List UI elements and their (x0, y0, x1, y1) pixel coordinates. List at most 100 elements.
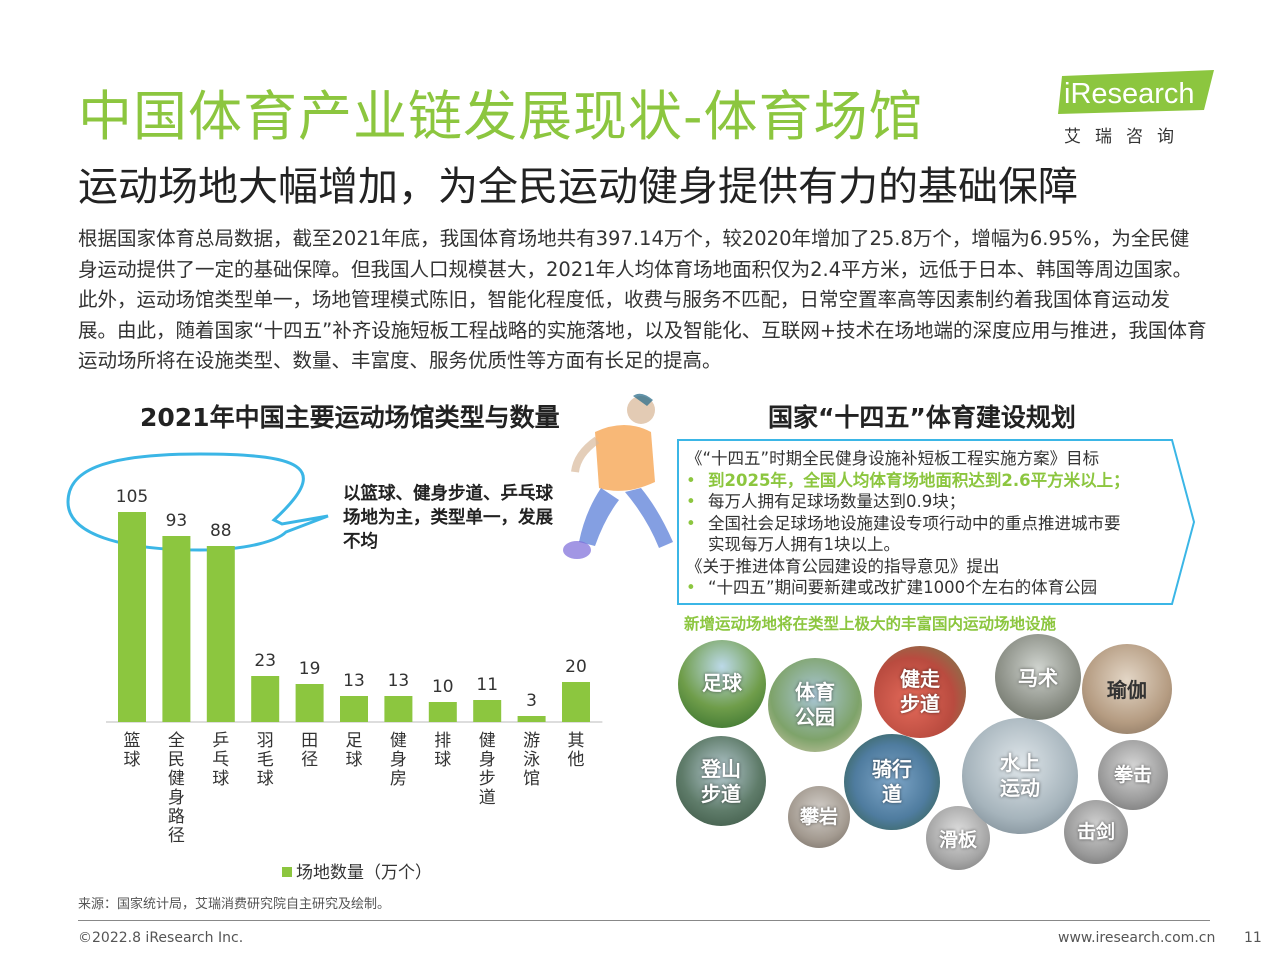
facility-label: 登山步道 (701, 757, 741, 806)
plan-line-text: 到2025年，全国人均体育场地面积达到2.6平方米以上； (708, 470, 1130, 490)
facility-label: 马术 (1018, 666, 1058, 690)
bar (118, 512, 146, 722)
facility-circle-water-sports: 水上运动 (962, 718, 1078, 834)
category-label: 乒 (212, 731, 229, 751)
facility-circle-walking-trail: 健走步道 (874, 646, 966, 738)
category-label: 球 (124, 750, 141, 770)
page-subtitle: 运动场地大幅增加，为全民运动健身提供有力的基础保障 (78, 164, 1078, 210)
bar-value-label: 13 (388, 671, 410, 691)
website-link[interactable]: www.iresearch.com.cn (1058, 930, 1216, 946)
category-label: 毛 (257, 750, 274, 770)
category-label: 道 (479, 788, 496, 808)
bar-value-label: 23 (254, 651, 276, 671)
category-label: 身 (479, 750, 496, 770)
bar (517, 716, 546, 722)
category-label: 步 (479, 769, 496, 789)
category-label: 球 (346, 750, 363, 770)
bullet-icon: • (686, 492, 696, 511)
facility-circle-hiking-trail: 登山步道 (676, 736, 766, 826)
footer-divider (78, 920, 1210, 921)
plan-line: 《关于推进体育公园建设的指导意见》提出 (686, 556, 1176, 578)
facility-circle-equestrian: 马术 (995, 634, 1081, 720)
category-label: 馆 (523, 769, 540, 789)
facility-label: 瑜伽 (1107, 678, 1147, 702)
category-label: 其 (568, 731, 585, 751)
plan-line: • 全国社会足球场地设施建设专项行动中的重点推进城市要 (686, 513, 1176, 535)
facility-circle-yoga: 瑜伽 (1082, 644, 1172, 734)
category-label: 民 (168, 750, 185, 770)
plan-text: 《“十四五”时期全民健身设施补短板工程实施方案》目标 • 到2025年，全国人均体育… (686, 448, 1176, 599)
bar-value-label: 10 (432, 677, 454, 697)
bar (384, 696, 413, 722)
runner-illustration-icon (563, 393, 673, 559)
facility-label: 足球 (702, 671, 742, 695)
category-label: 健 (390, 731, 407, 751)
category-label: 篮 (124, 731, 141, 751)
bar-value-label: 88 (210, 521, 232, 541)
bar-value-label: 13 (343, 671, 365, 691)
bar (473, 700, 502, 722)
category-label: 径 (168, 826, 185, 846)
source-note: 来源：国家统计局，艾瑞消费研究院自主研究及绘制。 (78, 897, 391, 912)
plan-line: 《“十四五”时期全民健身设施补短板工程实施方案》目标 (686, 448, 1176, 470)
category-label: 他 (568, 750, 585, 770)
callout-bubble (66, 452, 329, 552)
logo-subtitle: 艾瑞咨询 (1064, 127, 1188, 147)
bar (162, 536, 191, 722)
facility-label: 骑行道 (872, 757, 912, 806)
chart-title: 2021年中国主要运动场馆类型与数量 (140, 403, 560, 432)
category-label: 健 (479, 731, 496, 751)
bar (251, 676, 280, 722)
bullet-icon: • (686, 513, 696, 533)
category-label: 全 (168, 731, 185, 751)
callout-text: 以篮球、健身步道、乒乓球场地为主，类型单一，发展不均 (343, 484, 553, 552)
logo-badge-icon (1058, 70, 1214, 114)
bar (562, 682, 590, 722)
plan-line-text: 全国社会足球场地设施建设专项行动中的重点推进城市要 (708, 513, 1121, 533)
plan-line: • “十四五”期间要新建或改扩建1000个左右的体育公园 (686, 577, 1176, 599)
page-title: 中国体育产业链发展现状-体育场馆 (78, 85, 924, 148)
category-label: 游 (523, 731, 540, 751)
plan-line-text: 《关于推进体育公园建设的指导意见》提出 (686, 556, 1000, 576)
plan-line: 实现每万人拥有1块以上。 (686, 534, 1176, 556)
category-label: 乓 (212, 750, 229, 770)
category-label: 球 (257, 769, 274, 789)
bar-value-label: 105 (116, 487, 148, 507)
facility-label: 攀岩 (799, 806, 838, 828)
plan-line-text: 实现每万人拥有1块以上。 (708, 535, 900, 554)
category-label: 房 (390, 769, 407, 789)
facility-label: 健走步道 (900, 667, 940, 716)
facility-label: 水上运动 (1000, 751, 1040, 800)
page-number: 11 (1244, 930, 1262, 946)
bar (428, 702, 457, 722)
category-label: 羽 (257, 731, 274, 751)
category-label: 路 (168, 807, 185, 827)
facility-circle-climbing: 攀岩 (788, 786, 850, 848)
category-label: 排 (434, 731, 451, 751)
facility-label: 拳击 (1113, 764, 1152, 786)
bullet-icon: • (686, 578, 696, 597)
intro-paragraph: 根据国家体育总局数据，截至2021年底，我国体育场地共有397.14万个，较20… (78, 227, 1207, 372)
facility-label: 击剑 (1076, 821, 1115, 843)
bar-value-label: 3 (526, 691, 537, 711)
category-label: 足 (346, 731, 363, 751)
copyright: ©2022.8 iResearch Inc. (78, 930, 244, 946)
bar-value-label: 20 (565, 657, 587, 677)
logo-wordmark: iResearch (1064, 78, 1195, 110)
category-label: 球 (434, 750, 451, 770)
bar-value-label: 11 (476, 675, 498, 695)
plan-line: • 每万人拥有足球场数量达到0.9块； (686, 491, 1176, 513)
category-label: 径 (301, 750, 318, 770)
category-label: 身 (168, 788, 185, 808)
facility-circle-cycling-path: 骑行道 (844, 734, 940, 830)
bar (295, 684, 324, 722)
bar (206, 546, 235, 722)
bullet-icon: • (686, 470, 696, 490)
legend-swatch (282, 867, 292, 877)
legend-label: 场地数量（万个） (296, 863, 432, 883)
bar-chart: 105篮球93全民健身路径88乒乓球23羽毛球19田径13足球13健身房10排球… (66, 452, 603, 846)
facility-note: 新增运动场地将在类型上极大的丰富国内运动场地设施 (684, 615, 1057, 633)
category-label: 球 (212, 769, 229, 789)
plan-line: • 到2025年，全国人均体育场地面积达到2.6平方米以上； (686, 470, 1176, 492)
bar-value-label: 93 (166, 511, 188, 531)
